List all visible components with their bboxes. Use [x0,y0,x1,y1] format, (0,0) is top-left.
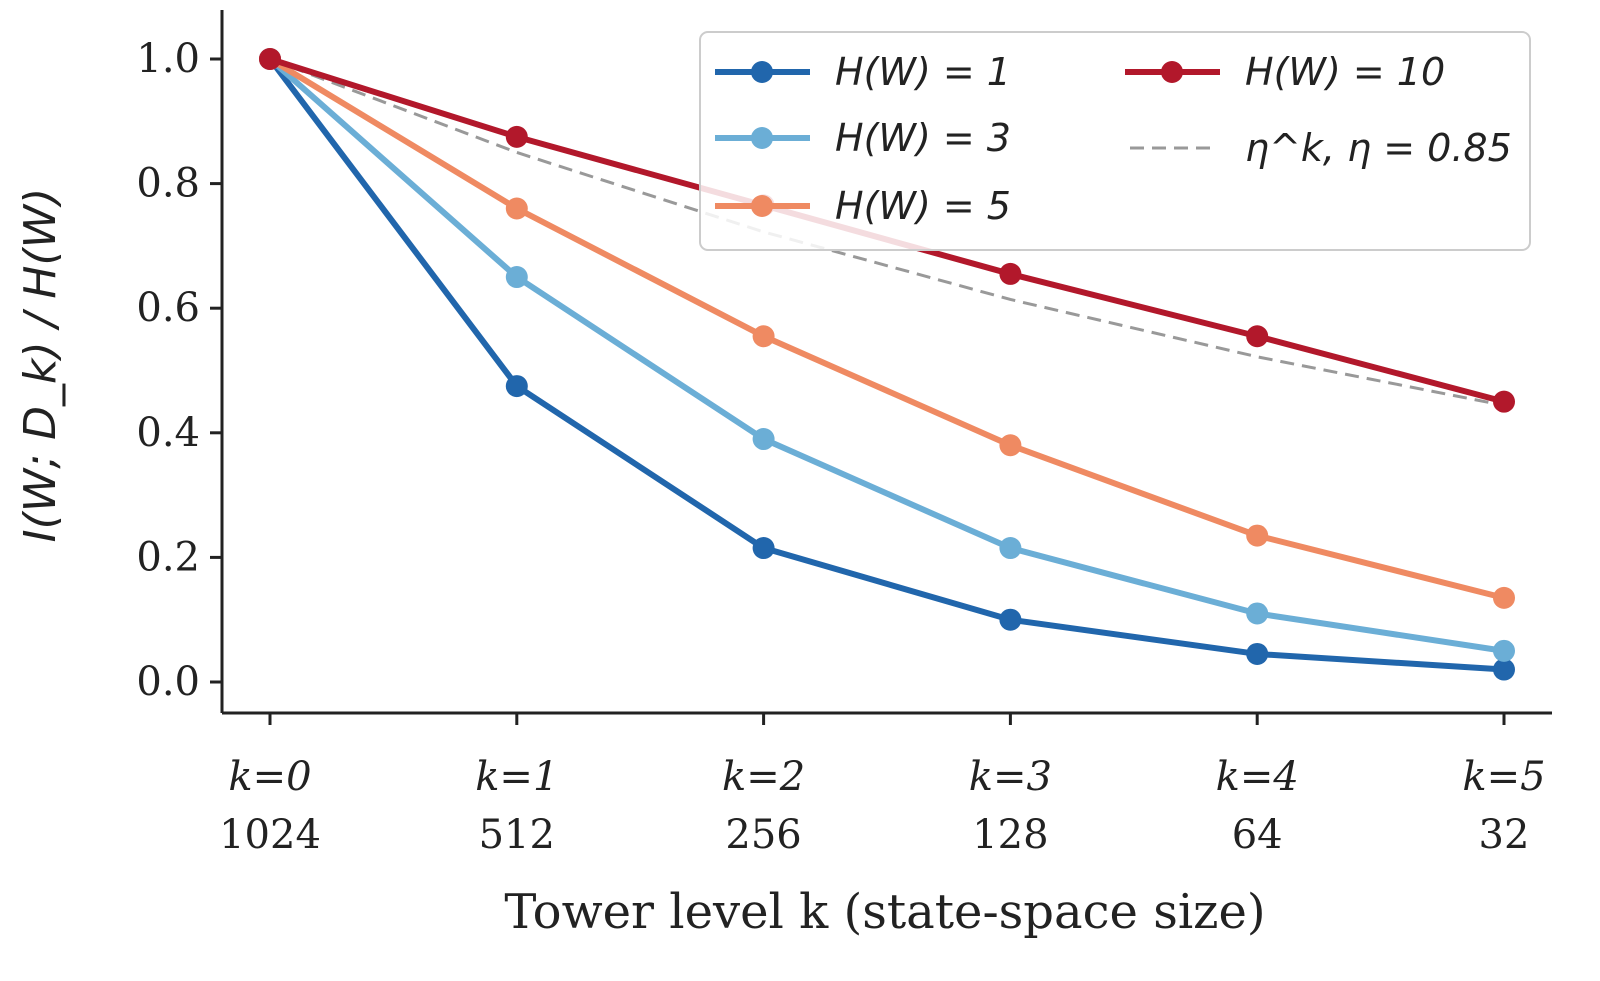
data-point [999,262,1022,285]
legend-marker [1161,61,1183,83]
series-line-eta [269,57,1505,407]
series-line-2 [268,56,1505,601]
data-point [752,537,775,560]
data-point [1246,524,1269,547]
data-point [259,48,281,70]
data-point [999,434,1022,457]
data-point [1493,390,1515,413]
legend-marker [751,127,773,149]
data-point [505,375,528,398]
x-tick-label-size: 512 [479,812,555,858]
data-point [1246,325,1269,348]
x-tick-label-level: k=0 [228,754,311,800]
y-tick-label: 0.2 [136,534,200,580]
legend-label: H(W) = 5 [835,184,1011,228]
x-axis-label: Tower level k (state-space size) [504,884,1265,940]
legend-label: H(W) = 1 [835,50,1011,94]
data-point [752,428,775,451]
data-point [1246,642,1269,665]
data-point [1493,639,1515,662]
x-tick-label-size: 256 [725,812,801,858]
data-point [505,266,528,289]
data-point [752,325,775,348]
legend-box [699,31,1531,251]
y-tick-label: 0.8 [136,161,200,207]
x-tick-label-level: k=4 [1216,754,1299,800]
x-tick-label-size: 128 [972,812,1048,858]
legend-marker [751,61,773,83]
x-tick-label-level: k=1 [475,754,558,800]
x-tick-label-level: k=3 [969,754,1052,800]
data-point [999,608,1022,631]
y-tick-label: 0.6 [136,285,200,331]
data-point [1246,602,1269,625]
data-point [1493,658,1515,681]
x-tick-label-level: k=5 [1462,754,1545,800]
data-point [1493,586,1515,609]
y-tick-label: 0.0 [136,659,200,705]
data-point [505,197,528,220]
x-tick-label-level: k=2 [722,754,805,800]
series-line-0 [267,57,1505,673]
legend-label: H(W) = 10 [1245,50,1445,94]
y-tick-label: 1.0 [136,36,200,82]
x-tick-label-size: 1024 [219,812,321,858]
x-tick-label-size: 64 [1232,812,1283,858]
x-tick-label-size: 32 [1479,812,1530,858]
data-point [505,125,528,148]
legend-label: H(W) = 3 [835,116,1011,160]
y-axis-label: I(W; D_k) / H(W) [15,188,66,543]
y-tick-label: 0.4 [136,410,200,456]
data-point [999,537,1022,560]
series-line-1 [268,56,1505,654]
legend-marker [751,195,773,217]
legend-label: η^k, η = 0.85 [1245,126,1512,170]
